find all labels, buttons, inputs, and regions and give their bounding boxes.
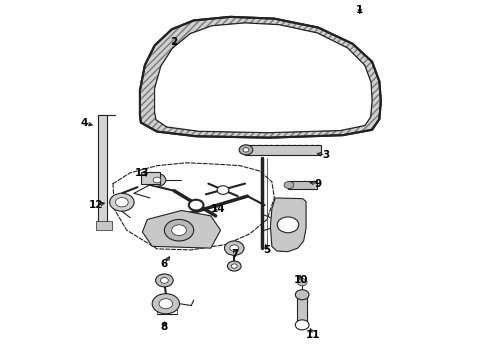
Polygon shape xyxy=(155,23,372,133)
Text: 7: 7 xyxy=(232,248,239,258)
Circle shape xyxy=(164,220,194,241)
Bar xyxy=(288,181,318,189)
Circle shape xyxy=(156,274,173,287)
Text: 8: 8 xyxy=(161,322,168,332)
Circle shape xyxy=(148,174,166,186)
Bar xyxy=(98,116,107,223)
Bar xyxy=(297,295,307,325)
Polygon shape xyxy=(143,211,220,248)
Text: 2: 2 xyxy=(171,37,178,47)
Text: 1: 1 xyxy=(356,5,364,15)
Bar xyxy=(245,145,321,155)
Circle shape xyxy=(295,320,309,330)
Circle shape xyxy=(284,181,294,189)
Bar xyxy=(96,221,112,230)
Circle shape xyxy=(110,193,134,211)
Circle shape xyxy=(172,225,186,235)
Circle shape xyxy=(152,294,179,314)
Circle shape xyxy=(277,217,299,233)
Text: 6: 6 xyxy=(161,259,168,269)
Circle shape xyxy=(243,148,249,152)
Circle shape xyxy=(116,198,128,207)
Circle shape xyxy=(224,241,244,255)
Circle shape xyxy=(295,290,309,300)
Text: 3: 3 xyxy=(322,150,329,160)
Text: 5: 5 xyxy=(263,245,270,255)
Text: 12: 12 xyxy=(89,200,103,210)
Circle shape xyxy=(297,279,307,286)
Circle shape xyxy=(189,200,203,211)
Circle shape xyxy=(230,245,239,251)
Text: 4: 4 xyxy=(80,118,87,128)
Text: 13: 13 xyxy=(135,168,149,178)
Polygon shape xyxy=(140,17,381,138)
Text: 10: 10 xyxy=(294,275,308,285)
Bar xyxy=(142,172,160,184)
Circle shape xyxy=(227,261,241,271)
Circle shape xyxy=(159,299,172,309)
Circle shape xyxy=(160,278,168,283)
Polygon shape xyxy=(270,198,306,252)
Circle shape xyxy=(153,177,161,183)
Text: 11: 11 xyxy=(306,330,320,340)
Text: 9: 9 xyxy=(315,179,322,189)
Circle shape xyxy=(231,264,237,268)
Text: 14: 14 xyxy=(211,204,225,214)
Circle shape xyxy=(217,186,229,194)
Circle shape xyxy=(239,145,253,155)
Polygon shape xyxy=(155,23,372,133)
